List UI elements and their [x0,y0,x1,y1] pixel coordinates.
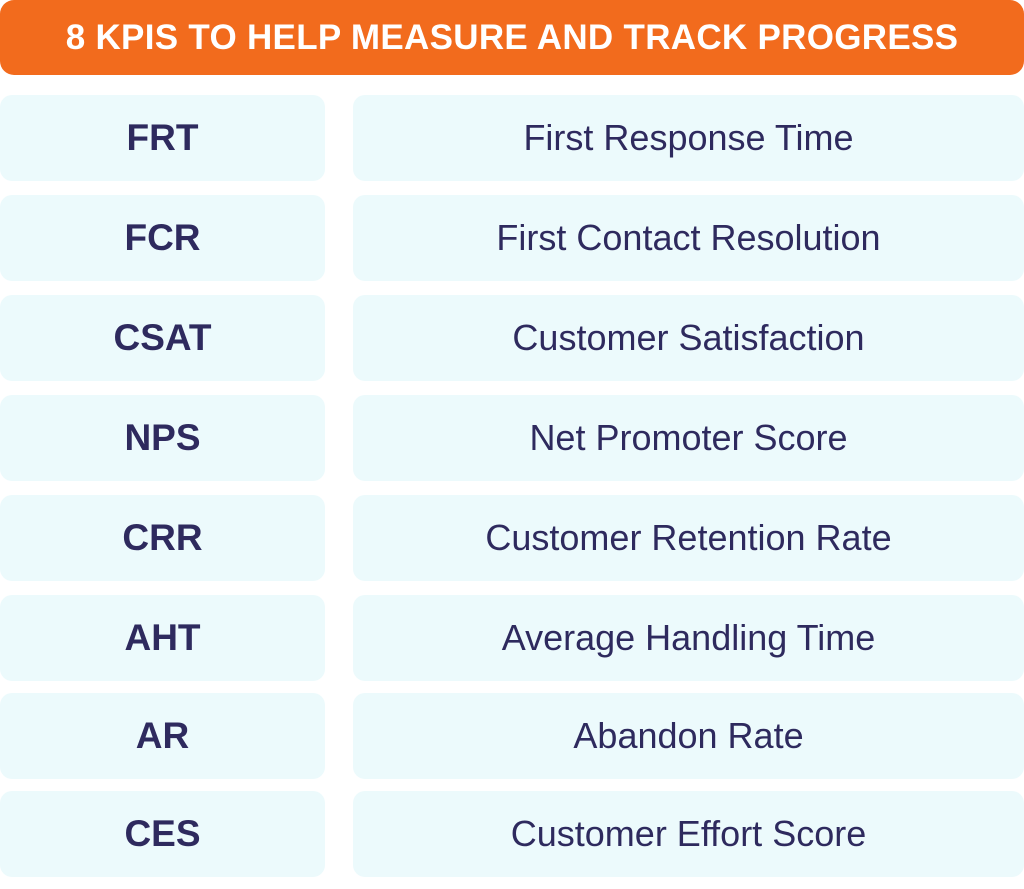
table-row: CSAT Customer Satisfaction [0,295,1024,383]
kpi-abbreviation: AHT [0,595,325,681]
kpi-name: Abandon Rate [353,693,1024,779]
kpi-abbreviation: CRR [0,495,325,581]
kpi-abbreviation: CSAT [0,295,325,381]
kpi-abbreviation: NPS [0,395,325,481]
kpi-name: Net Promoter Score [353,395,1024,481]
table-row: AR Abandon Rate [0,693,1024,781]
kpi-name: Customer Retention Rate [353,495,1024,581]
table-row: CRR Customer Retention Rate [0,495,1024,583]
kpi-abbreviation: FRT [0,95,325,181]
kpi-name: First Response Time [353,95,1024,181]
kpi-name: First Contact Resolution [353,195,1024,281]
table-row: FCR First Contact Resolution [0,195,1024,283]
kpi-abbreviation: CES [0,791,325,877]
kpi-abbreviation: AR [0,693,325,779]
table-row: FRT First Response Time [0,95,1024,183]
table-row: AHT Average Handling Time [0,595,1024,683]
kpi-abbreviation: FCR [0,195,325,281]
kpi-name: Customer Satisfaction [353,295,1024,381]
page-title: 8 KPIS TO HELP MEASURE AND TRACK PROGRES… [65,17,959,57]
kpi-name: Average Handling Time [353,595,1024,681]
table-row: NPS Net Promoter Score [0,395,1024,483]
kpi-name: Customer Effort Score [353,791,1024,877]
kpi-table: FRT First Response Time FCR First Contac… [0,95,1024,889]
table-row: CES Customer Effort Score [0,791,1024,879]
header-banner: 8 KPIS TO HELP MEASURE AND TRACK PROGRES… [0,0,1024,75]
